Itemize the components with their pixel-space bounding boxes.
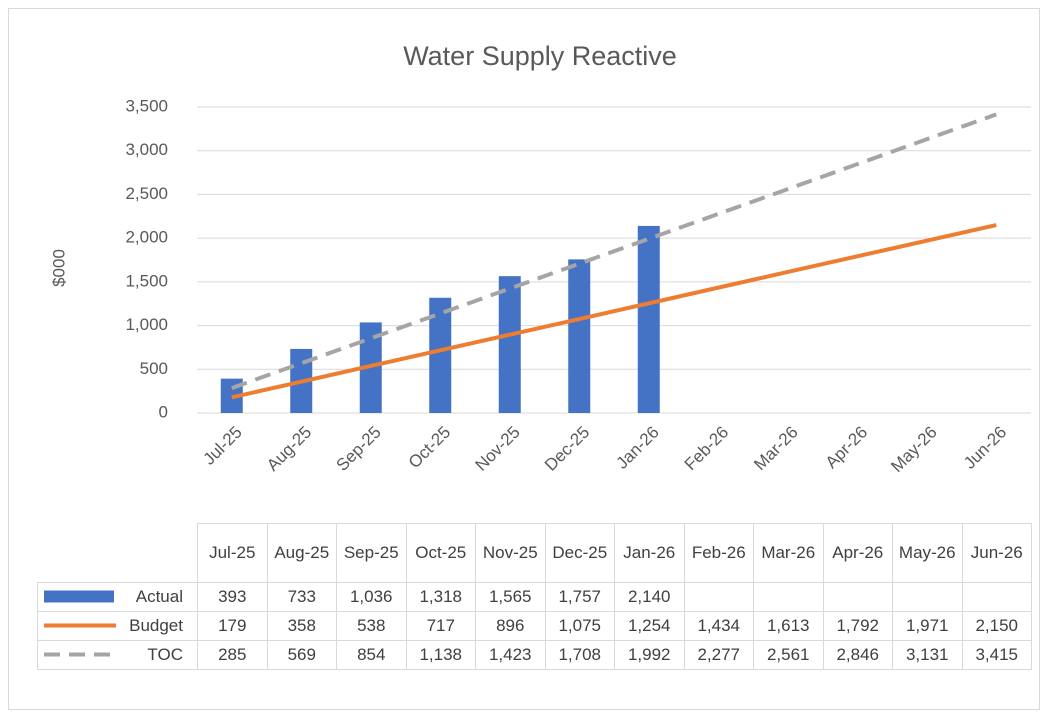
y-tick-label: 0 — [159, 402, 168, 421]
y-tick-label: 500 — [140, 359, 168, 378]
table-cell: 3,131 — [892, 640, 963, 670]
table-header: Nov-25 — [475, 523, 546, 583]
table-cell: 854 — [336, 640, 407, 670]
table-cell: 179 — [197, 611, 268, 641]
table-header: Dec-25 — [544, 523, 615, 583]
table-cell — [683, 582, 754, 612]
y-tick-label: 3,000 — [125, 140, 168, 159]
table-cell: 1,708 — [544, 640, 615, 670]
table-cell: 733 — [266, 582, 337, 612]
bar — [498, 276, 521, 413]
table-header: Apr-26 — [822, 523, 893, 583]
table-cell: 2,140 — [614, 582, 685, 612]
table-cell — [892, 582, 963, 612]
line — [231, 112, 997, 390]
table-cell: 1,254 — [614, 611, 685, 641]
table-cell: 358 — [266, 611, 337, 641]
table-cell: 1,992 — [614, 640, 685, 670]
table-cell: 1,792 — [822, 611, 893, 641]
table-header: May-26 — [892, 523, 963, 583]
table-header: Jul-25 — [197, 523, 268, 583]
table-cell: 393 — [197, 582, 268, 612]
y-tick-label: 1,000 — [125, 315, 168, 334]
y-axis-label: $000 — [49, 249, 68, 287]
table-header: Jun-26 — [961, 523, 1032, 583]
table-cell — [822, 582, 893, 612]
bar — [637, 225, 660, 413]
table-cell: 1,613 — [753, 611, 824, 641]
table-cell: 717 — [405, 611, 476, 641]
table-cell: 2,846 — [822, 640, 893, 670]
table-header: Mar-26 — [753, 523, 824, 583]
table-row-label: TOC — [37, 640, 198, 670]
table-header: Oct-25 — [405, 523, 476, 583]
table-cell — [753, 582, 824, 612]
table-cell: 1,434 — [683, 611, 754, 641]
line — [231, 223, 997, 400]
y-tick-label: 3,500 — [125, 96, 168, 115]
chart-border — [8, 8, 1040, 710]
y-tick-label: 2,500 — [125, 184, 168, 203]
table-header: Jan-26 — [614, 523, 685, 583]
bar — [568, 259, 591, 413]
table-cell: 1,138 — [405, 640, 476, 670]
table-cell: 1,036 — [336, 582, 407, 612]
legend-key — [44, 590, 114, 603]
table-header: Feb-26 — [683, 523, 754, 583]
table-row-label: Budget — [37, 611, 198, 641]
table-row-label: Actual — [37, 582, 198, 612]
table-cell: 2,561 — [753, 640, 824, 670]
table-cell: 285 — [197, 640, 268, 670]
bar — [429, 297, 452, 413]
table-cell — [961, 582, 1032, 612]
table-header: Aug-25 — [266, 523, 337, 583]
table-cell: 1,757 — [544, 582, 615, 612]
y-tick-label: 1,500 — [125, 271, 168, 290]
table-cell: 1,318 — [405, 582, 476, 612]
table-cell: 1,423 — [475, 640, 546, 670]
table-cell: 2,150 — [961, 611, 1032, 641]
y-tick-label: 2,000 — [125, 228, 168, 247]
table-cell: 2,277 — [683, 640, 754, 670]
table-cell: 1,075 — [544, 611, 615, 641]
table-cell: 1,565 — [475, 582, 546, 612]
table-header: Sep-25 — [336, 523, 407, 583]
table-cell: 896 — [475, 611, 546, 641]
table-cell: 569 — [266, 640, 337, 670]
table-cell: 3,415 — [961, 640, 1032, 670]
table-cell: 1,971 — [892, 611, 963, 641]
chart-title: Water Supply Reactive — [403, 41, 677, 71]
table-cell: 538 — [336, 611, 407, 641]
